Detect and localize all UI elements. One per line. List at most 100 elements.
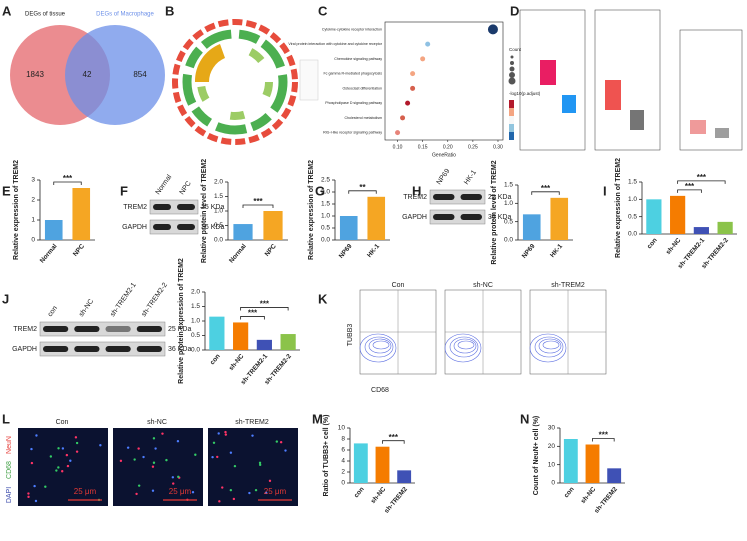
significance-bracket <box>240 307 289 311</box>
blot-band <box>433 214 455 220</box>
legend-dot <box>510 55 514 59</box>
venn-right-label: DEGs of Macrophage <box>96 12 154 18</box>
cell <box>151 489 155 492</box>
x-tick-label: NPC <box>72 243 86 258</box>
cell <box>44 485 47 488</box>
significance-label: ** <box>359 183 366 192</box>
size-label: 25 KDa <box>201 204 224 211</box>
significance-label: *** <box>253 197 263 206</box>
cell <box>57 447 60 450</box>
significance-label: *** <box>260 300 270 309</box>
bar <box>607 468 622 483</box>
protein-label: TREM2 <box>123 204 147 211</box>
contour <box>538 338 562 354</box>
bar <box>280 334 296 350</box>
contour <box>359 333 397 363</box>
cell <box>251 434 254 437</box>
significance-bracket <box>53 181 82 185</box>
panel-letter: F <box>120 183 128 198</box>
cell <box>27 495 30 499</box>
bar <box>375 446 390 483</box>
size-label: 25 KDa <box>488 194 511 201</box>
dot <box>487 24 498 35</box>
blot-band <box>177 204 195 210</box>
y-axis-label: Relative expression of TREM2 <box>13 160 20 260</box>
bar <box>44 220 63 240</box>
panel-letter: J <box>2 291 9 306</box>
cell <box>218 500 221 503</box>
blot-band <box>74 346 100 352</box>
cell <box>171 476 175 479</box>
contour <box>449 336 479 358</box>
y-tick-label: 2.0 <box>321 189 330 196</box>
y-tick-label: 0.5 <box>214 222 223 229</box>
cell <box>177 475 180 479</box>
y-axis-label: Relative expression of TREM2 <box>615 158 622 258</box>
cell <box>154 447 157 450</box>
dot <box>405 100 411 106</box>
scale-bar-label: 25 μm <box>169 487 192 496</box>
contour <box>444 333 482 363</box>
bar <box>550 197 569 240</box>
y-tick-label: 0.0 <box>628 231 637 238</box>
cell <box>217 432 220 435</box>
size-label: 36 KDa <box>488 214 511 221</box>
blot-band <box>153 204 171 210</box>
cell <box>224 433 228 436</box>
y-tick-label: 1.5 <box>321 201 330 208</box>
cell <box>27 492 30 495</box>
y-tick-label: 0.0 <box>321 237 330 244</box>
contour <box>368 338 392 354</box>
venn-right <box>65 25 165 125</box>
x-tick-label: con <box>209 353 222 366</box>
cell <box>133 458 136 461</box>
legend-title: Count <box>509 47 522 52</box>
cell <box>152 437 156 440</box>
cell <box>126 446 130 449</box>
cell <box>233 464 237 468</box>
flow-y-label: TUBB3 <box>347 324 354 347</box>
venn-count: 1843 <box>26 70 44 79</box>
size-label: 36 KDa <box>201 224 224 231</box>
y-tick-label: 10 <box>338 425 346 432</box>
y-tick-label: 10 <box>548 461 556 468</box>
blot-strip <box>429 209 486 225</box>
lane-label: sh-NC <box>78 298 95 318</box>
cell <box>264 491 268 495</box>
cell <box>49 455 53 458</box>
panel-letter: B <box>165 3 174 18</box>
cell <box>284 449 287 452</box>
y-axis-label: Relative protein level of TREM2 <box>491 160 498 264</box>
legend-title: -log10(p.adjust) <box>509 91 541 96</box>
cell <box>66 464 70 468</box>
y-tick-label: 20 <box>548 443 556 450</box>
scale-bar-label: 25 μm <box>74 487 97 496</box>
cell <box>216 455 219 459</box>
contour <box>364 336 394 358</box>
y-tick-label: 0 <box>551 480 555 487</box>
y-tick-label: 1.5 <box>504 182 513 189</box>
y-tick-label: 0.5 <box>628 213 637 220</box>
bar <box>397 470 412 483</box>
cell <box>75 441 79 445</box>
contour <box>457 340 475 350</box>
y-axis-label: Relative expression of TREM2 <box>308 160 315 260</box>
lane-label: con <box>47 305 59 318</box>
blot-band <box>105 346 131 352</box>
micrograph <box>113 428 203 506</box>
blot-band <box>460 214 482 220</box>
flow-x-label: CD68 <box>371 387 389 394</box>
bar <box>339 216 358 240</box>
legend-dot <box>509 72 515 78</box>
cell <box>268 479 272 483</box>
venn-count: 854 <box>133 70 147 79</box>
group-label: sh-NC <box>147 419 167 426</box>
y-tick-label: 1.5 <box>214 193 223 200</box>
significance-label: *** <box>389 433 399 442</box>
panel-letter: N <box>520 411 529 426</box>
cell <box>221 486 224 489</box>
cell <box>135 492 138 496</box>
x-tick-label: con <box>353 486 366 499</box>
y-tick-label: RIG-I-like receptor signaling pathway <box>323 131 382 135</box>
significance-bracket <box>677 180 726 184</box>
